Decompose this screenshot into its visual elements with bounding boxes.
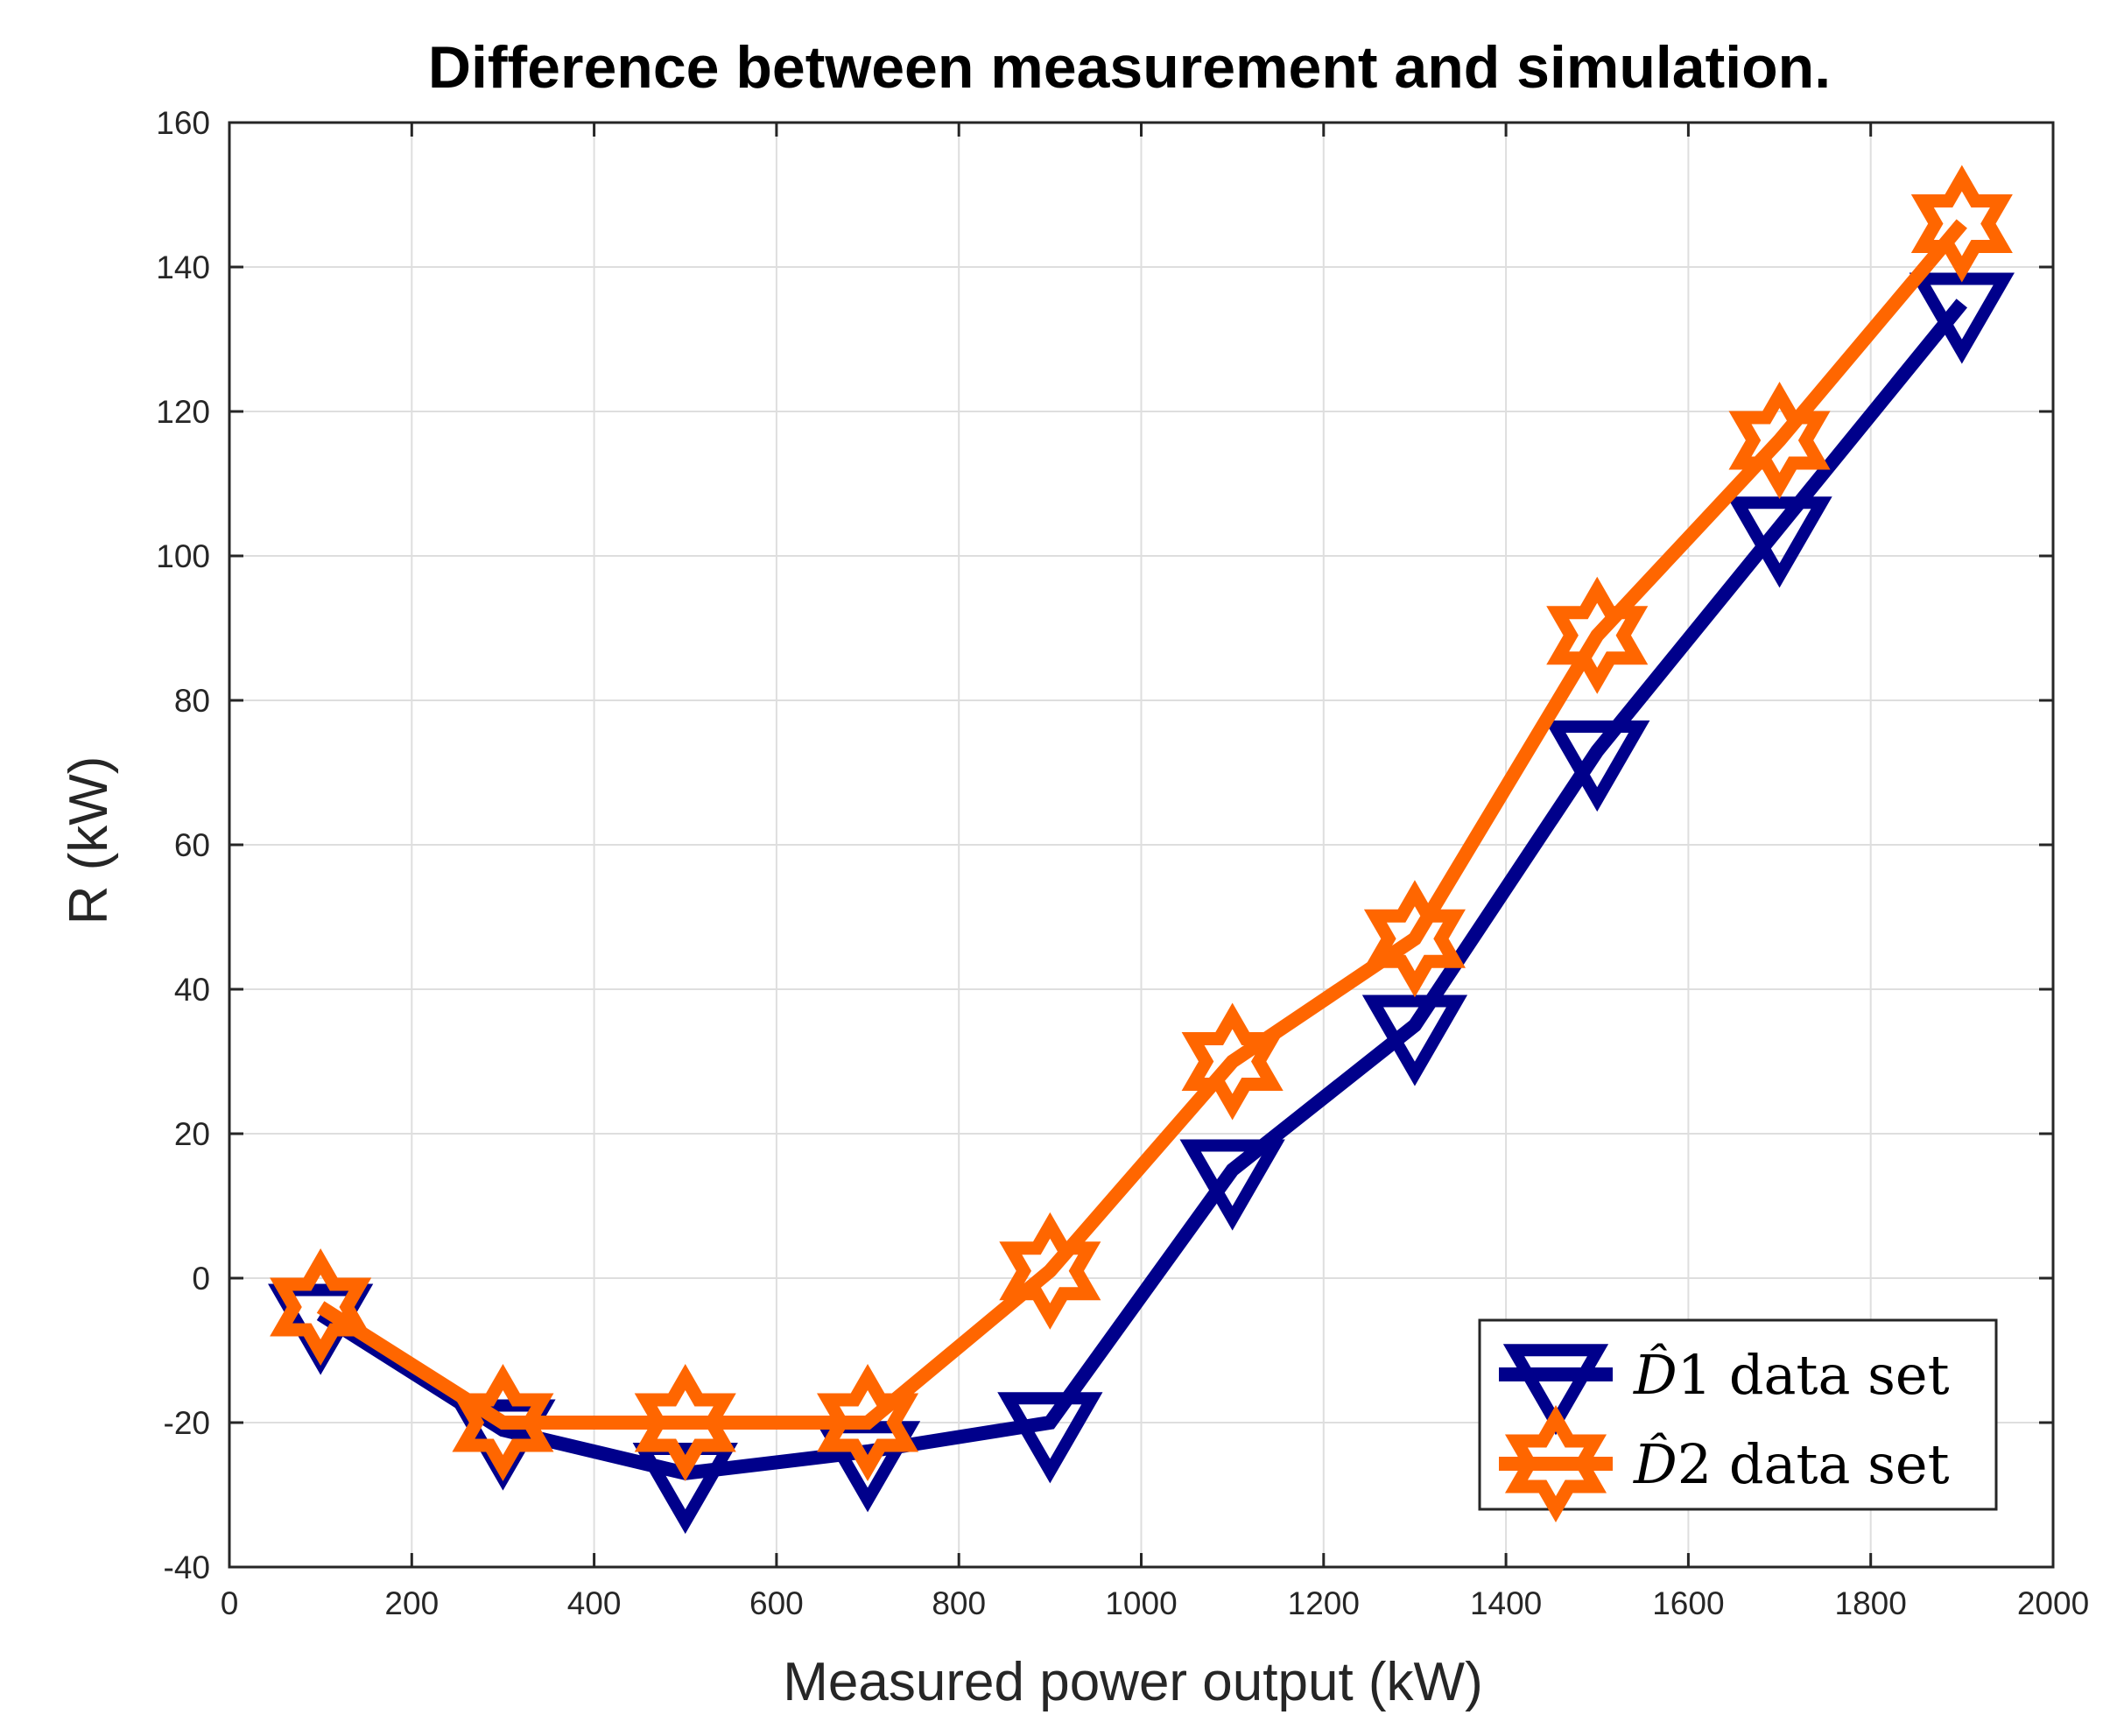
data-point xyxy=(452,1363,554,1482)
y-tick-label: 40 xyxy=(174,972,210,1008)
x-tick-label: 1200 xyxy=(1288,1585,1360,1621)
legend-symbol: D̂ xyxy=(1633,1343,1677,1407)
legend-label: D̂2 data set xyxy=(1633,1432,1950,1496)
x-tick-label: 1600 xyxy=(1652,1585,1724,1621)
data-point xyxy=(997,1392,1103,1484)
y-axis-label: R (kW) xyxy=(59,756,119,925)
data-point xyxy=(634,1363,736,1482)
y-tick-label: 20 xyxy=(174,1116,210,1152)
series-line xyxy=(316,299,1968,1480)
y-tick-label: -40 xyxy=(164,1550,210,1585)
y-tick-label: 0 xyxy=(192,1261,210,1297)
data-point xyxy=(1910,165,2013,283)
series-2 xyxy=(270,165,2013,1482)
x-tick-label: 1000 xyxy=(1105,1585,1177,1621)
y-tick-label: 100 xyxy=(156,538,210,574)
y-tick-label: 120 xyxy=(156,394,210,430)
data-point xyxy=(1361,995,1468,1086)
x-tick-label: 800 xyxy=(932,1585,986,1621)
x-tick-label: 2000 xyxy=(2017,1585,2089,1621)
data-point xyxy=(270,1248,372,1367)
x-tick-label: 400 xyxy=(567,1585,622,1621)
x-tick-label: 0 xyxy=(221,1585,239,1621)
x-axis: 0 200 400 600 800 1000 1200 1400 1600 1800 2000 xyxy=(221,123,2089,1621)
data-point xyxy=(817,1363,919,1482)
y-tick-label: 140 xyxy=(156,250,210,285)
x-axis-label: Measured power output (kW) xyxy=(783,1652,1482,1712)
data-point xyxy=(1179,1139,1285,1231)
legend-symbol: D̂ xyxy=(1633,1432,1677,1496)
legend-entry-1: D̂1 data set xyxy=(1499,1343,1950,1436)
grid xyxy=(229,123,2053,1567)
x-tick-label: 1400 xyxy=(1470,1585,1542,1621)
data-point xyxy=(1546,576,1649,694)
x-tick-label: 200 xyxy=(384,1585,439,1621)
data-point xyxy=(1727,496,1832,588)
y-axis: -40 -20 0 20 40 60 80 100 120 140 160 xyxy=(156,105,2053,1585)
legend-entry-2: D̂2 data set xyxy=(1499,1404,1950,1523)
y-tick-label: 60 xyxy=(174,827,210,863)
legend-label-rest: 2 data set xyxy=(1677,1432,1950,1496)
data-point xyxy=(1728,381,1831,500)
x-tick-label: 600 xyxy=(749,1585,804,1621)
y-tick-label: 80 xyxy=(174,683,210,719)
legend-marker xyxy=(1504,1404,1607,1523)
data-point xyxy=(1363,880,1466,998)
legend-marker xyxy=(1502,1344,1609,1436)
y-tick-label: -20 xyxy=(164,1405,210,1441)
series-layer xyxy=(268,165,2015,1535)
data-point xyxy=(1181,1002,1284,1121)
data-point xyxy=(632,1443,738,1535)
legend-label-rest: 1 data set xyxy=(1677,1343,1950,1407)
chart-title: Difference between measurement and simul… xyxy=(428,34,1831,101)
data-point xyxy=(999,1212,1101,1330)
legend-label: D̂1 data set xyxy=(1633,1343,1950,1407)
y-tick-label: 160 xyxy=(156,105,210,141)
x-tick-label: 1800 xyxy=(1835,1585,1907,1621)
data-point xyxy=(1544,720,1650,812)
series-line xyxy=(316,219,1967,1430)
